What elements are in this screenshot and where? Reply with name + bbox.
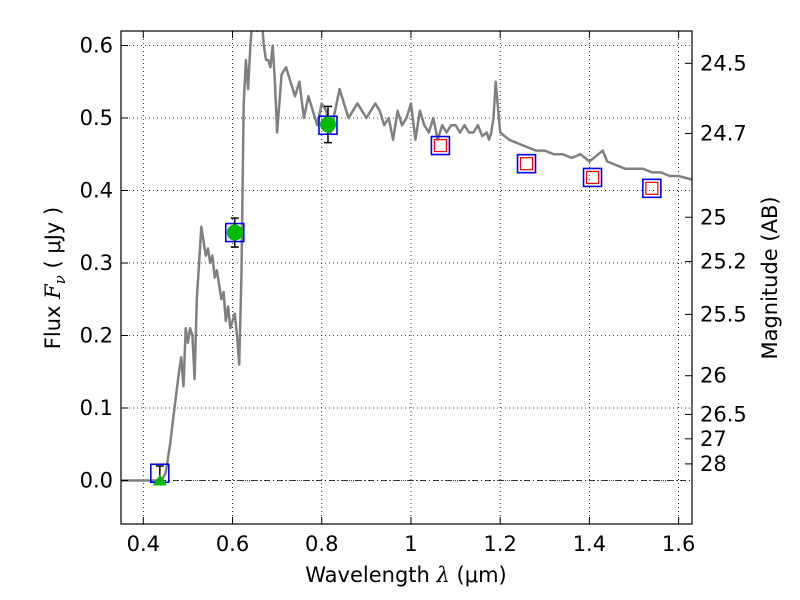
x-tick-label: 1.2 bbox=[483, 532, 516, 556]
observed-circle bbox=[319, 116, 336, 133]
y-axis-label-symbol: F bbox=[41, 283, 65, 300]
y2-tick-label: 27 bbox=[700, 427, 727, 451]
y2-tick-label: 26 bbox=[700, 364, 727, 388]
predicted-square bbox=[585, 170, 600, 185]
y2-tick-label: 26.5 bbox=[700, 402, 747, 426]
x-axis-label-text: Wavelength bbox=[305, 563, 430, 587]
y-axis-label-subscript: ν bbox=[51, 275, 69, 284]
photometry-point bbox=[430, 135, 451, 156]
axes: 0.4 0.6 0.8 1 1.2 1.4 1.6 0.0 0.1 0.2 0.3 0.4 0.5 0.6… bbox=[80, 30, 747, 556]
y2-tick-label: 25 bbox=[700, 205, 727, 229]
x-axis-label-units: (μm) bbox=[457, 563, 507, 587]
x-tick-label: 0.4 bbox=[127, 532, 160, 556]
x-tick-label: 1.4 bbox=[573, 532, 606, 556]
y2-tick-label: 24.7 bbox=[700, 122, 747, 146]
photometry-point bbox=[224, 217, 245, 248]
photometry-point bbox=[318, 105, 338, 144]
plot-frame bbox=[120, 30, 693, 525]
y-tick-label: 0.0 bbox=[80, 469, 113, 493]
predicted-square bbox=[433, 138, 448, 153]
x-axis-label: Wavelength λ (μm) bbox=[305, 563, 506, 587]
model-band-square bbox=[516, 153, 537, 174]
photometry-point bbox=[516, 153, 537, 174]
observed-triangle bbox=[152, 474, 167, 486]
x-tick-label: 1.6 bbox=[662, 532, 695, 556]
model-band-square bbox=[430, 135, 451, 156]
y2-tick-label: 24.5 bbox=[700, 51, 747, 75]
y2-tick-label: 28 bbox=[700, 452, 727, 476]
photometry-point bbox=[150, 463, 170, 486]
model-spectrum-line bbox=[121, 31, 692, 482]
x-tick-label: 0.8 bbox=[305, 532, 338, 556]
y-tick-label: 0.5 bbox=[80, 106, 113, 130]
observed-circle bbox=[226, 224, 243, 241]
predicted-square bbox=[645, 181, 659, 195]
y-tick-label: 0.1 bbox=[80, 396, 113, 420]
y-tick-label: 0.6 bbox=[80, 34, 113, 58]
y-axis-label-units: ( μJy ) bbox=[41, 207, 65, 269]
y-axis-label: Flux Fν ( μJy ) bbox=[41, 207, 69, 349]
y-tick-label: 0.4 bbox=[80, 179, 113, 203]
x-tick-label: 1 bbox=[404, 532, 417, 556]
photometry-point bbox=[582, 167, 603, 188]
y-axis-label-text: Flux bbox=[41, 306, 65, 350]
model-band-square bbox=[582, 167, 603, 188]
plot-area bbox=[121, 31, 692, 486]
y2-tick-label: 25.5 bbox=[700, 302, 747, 326]
predicted-square bbox=[519, 157, 534, 171]
y2-tick-label: 25.2 bbox=[700, 250, 747, 274]
y2-axis-label: Magnitude (AB) bbox=[758, 196, 782, 359]
x-tick-label: 0.6 bbox=[216, 532, 249, 556]
photometry-point bbox=[642, 178, 662, 199]
model-band-square bbox=[642, 178, 662, 199]
x-axis-label-symbol: λ bbox=[436, 563, 450, 587]
y-tick-label: 0.2 bbox=[80, 324, 113, 348]
y-tick-label: 0.3 bbox=[80, 251, 113, 275]
